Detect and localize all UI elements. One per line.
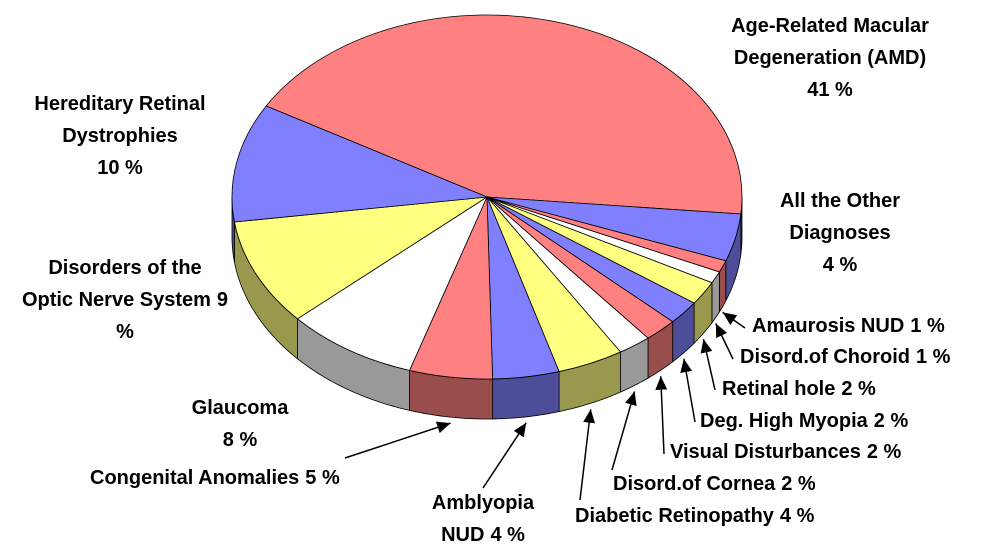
- category-name: Visual Disturbances: [670, 441, 861, 463]
- slice: [296, 195, 488, 371]
- slice-label: Amaurosis NUD 1 %: [752, 310, 945, 342]
- category-name: All the Other Diagnoses: [779, 190, 900, 244]
- value-label: 2 %: [866, 441, 902, 463]
- slice-label: Glaucoma 8 %: [170, 392, 310, 456]
- slice: [231, 105, 488, 223]
- category-name: Age-Related Macular Degeneration (AMD): [731, 15, 929, 69]
- value-label: 41 %: [807, 79, 853, 101]
- value-label: 5 %: [305, 467, 340, 489]
- leader-arrow: [655, 376, 668, 455]
- slice: [265, 14, 743, 215]
- leader-arrow: [482, 422, 527, 489]
- slice-label: Age-Related Macular Degeneration (AMD) 41…: [690, 10, 970, 106]
- slice-label: Amblyopia NUD 4 %: [413, 487, 553, 547]
- category-name: Congenital Anomalies: [90, 467, 300, 489]
- leader-arrow: [680, 358, 696, 423]
- value-label: 1 %: [915, 346, 951, 368]
- value-label: 4 %: [779, 505, 815, 527]
- slice-label: Congenital Anomalies 5 %: [90, 462, 340, 494]
- category-name: Disord.of Choroid: [740, 346, 910, 368]
- value-label: 2 %: [781, 473, 816, 495]
- value-label: 8 %: [222, 429, 258, 451]
- leader-arrow: [700, 338, 716, 391]
- slice-label: Visual Disturbances 2 %: [670, 436, 901, 468]
- slice-label: Diabetic Retinopathy 4 %: [575, 500, 814, 532]
- slice-label: Retinal hole 2 %: [722, 373, 876, 405]
- category-name: Disorders of the Optic Nerve System: [21, 257, 211, 311]
- leader-arrow: [344, 421, 451, 459]
- value-label: 9 %: [116, 289, 229, 343]
- slice-label: Disorders of the Optic Nerve System 9 %: [20, 252, 230, 348]
- value-label: 4 %: [822, 254, 858, 276]
- slice-label: Hereditary Retinal Dystrophies 10 %: [0, 88, 240, 184]
- slice-label: All the Other Diagnoses 4 %: [740, 185, 940, 281]
- slice: [233, 196, 488, 320]
- slice-label: Deg. High Myopia 2 %: [700, 405, 908, 437]
- leader-arrow: [579, 409, 596, 501]
- category-name: Disord.of Cornea: [613, 473, 776, 495]
- value-label: 2 %: [841, 378, 876, 400]
- leader-arrow: [715, 323, 734, 360]
- category-name: Amblyopia NUD: [431, 492, 535, 546]
- category-name: Glaucoma: [191, 397, 289, 419]
- category-name: Amaurosis NUD: [752, 315, 905, 337]
- value-label: 10 %: [97, 157, 143, 179]
- leader-arrow: [611, 391, 637, 471]
- value-label: 4 %: [490, 524, 525, 546]
- category-name: Retinal hole: [722, 378, 836, 400]
- value-label: 2 %: [873, 410, 909, 432]
- category-name: Hereditary Retinal Dystrophies: [34, 93, 206, 147]
- slice-label: Disord.of Choroid 1 %: [740, 341, 950, 373]
- slice-label: Disord.of Cornea 2 %: [613, 468, 816, 500]
- leader-arrow: [722, 311, 746, 329]
- category-name: Diabetic Retinopathy: [575, 505, 774, 527]
- value-label: 1 %: [910, 315, 945, 337]
- category-name: Deg. High Myopia: [700, 410, 868, 432]
